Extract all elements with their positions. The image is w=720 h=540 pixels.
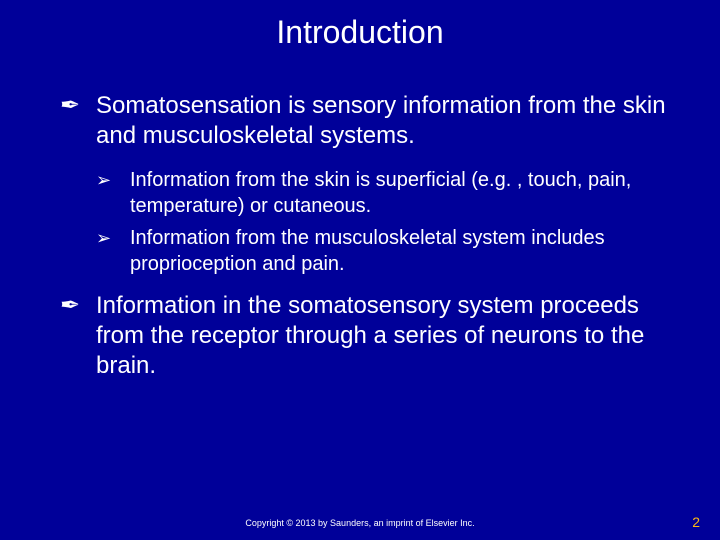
arrow-bullet-icon: ➢	[96, 225, 130, 277]
page-number: 2	[692, 514, 700, 530]
sub-list: ➢ Information from the skin is superfici…	[60, 161, 680, 291]
list-item: ✒ Somatosensation is sensory information…	[60, 91, 680, 151]
bullet-text: Somatosensation is sensory information f…	[96, 91, 680, 151]
list-item: ➢ Information from the skin is superfici…	[96, 167, 680, 219]
slide-title: Introduction	[0, 0, 720, 51]
copyright-footer: Copyright © 2013 by Saunders, an imprint…	[0, 518, 720, 528]
script-bullet-icon: ✒	[60, 291, 96, 381]
arrow-bullet-icon: ➢	[96, 167, 130, 219]
list-item: ✒ Information in the somatosensory syste…	[60, 291, 680, 381]
list-item: ➢ Information from the musculoskeletal s…	[96, 225, 680, 277]
sub-bullet-text: Information from the musculoskeletal sys…	[130, 225, 680, 277]
bullet-text: Information in the somatosensory system …	[96, 291, 680, 381]
script-bullet-icon: ✒	[60, 91, 96, 151]
slide-body: ✒ Somatosensation is sensory information…	[0, 51, 720, 381]
sub-bullet-text: Information from the skin is superficial…	[130, 167, 680, 219]
